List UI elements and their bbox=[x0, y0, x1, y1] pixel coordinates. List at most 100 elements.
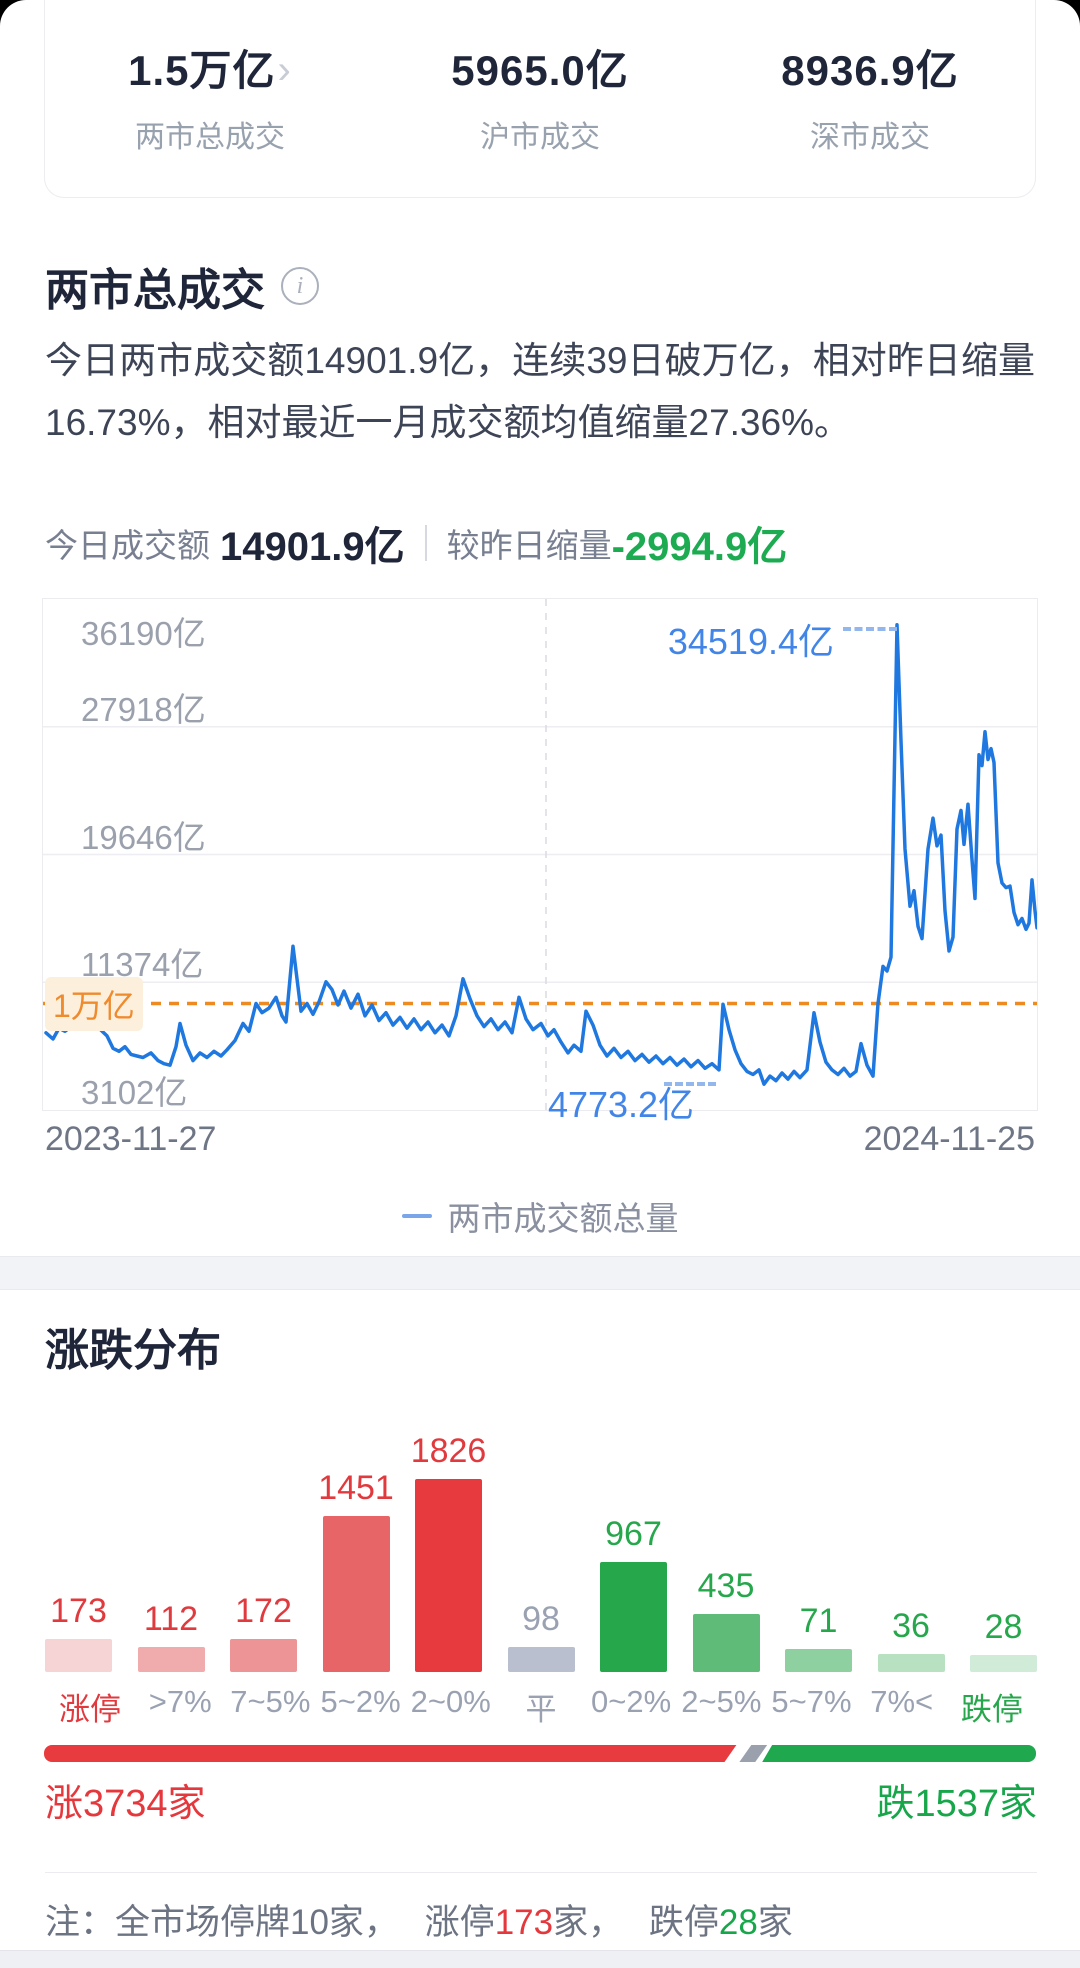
min-annotation: 4773.2亿 bbox=[547, 1084, 695, 1126]
distribution-bar-column[interactable]: 71 bbox=[785, 1602, 852, 1672]
chevron-right-icon: › bbox=[277, 47, 292, 92]
y-tick-label: 19646亿 bbox=[81, 818, 206, 856]
section-header: 两市总成交 i bbox=[45, 254, 319, 318]
up-down-ratio-bar bbox=[44, 1745, 1036, 1762]
category-label: 2~5% bbox=[681, 1684, 762, 1719]
bar bbox=[45, 1639, 112, 1672]
bar bbox=[137, 1647, 205, 1672]
stat-sz-turnover: 8936.9亿 深市成交 bbox=[705, 37, 1035, 156]
stat-sz-value: 8936.9亿 bbox=[781, 46, 959, 94]
y-tick-label: 3102亿 bbox=[81, 1074, 188, 1111]
distribution-bar-column[interactable]: 967 bbox=[600, 1515, 667, 1672]
bar-value-label: 112 bbox=[143, 1600, 199, 1638]
footnote-seg2: 涨停 bbox=[424, 1903, 495, 1942]
bar bbox=[507, 1647, 575, 1672]
category-label: 2~0% bbox=[410, 1684, 491, 1719]
bar-value-label: 36 bbox=[892, 1607, 930, 1645]
bar bbox=[415, 1479, 482, 1672]
today-turnover-value: 14901.9亿 bbox=[220, 525, 405, 569]
bar bbox=[785, 1649, 852, 1672]
footnote-seg1: 注：全市场停牌10家， bbox=[45, 1903, 399, 1942]
y-tick-label: 27918亿 bbox=[81, 690, 206, 728]
x-label-end: 2024-11-25 bbox=[863, 1120, 1035, 1158]
min-annotation-dash bbox=[664, 1082, 716, 1087]
category-label: 7%< bbox=[870, 1684, 934, 1719]
today-turnover-label: 今日成交额 bbox=[45, 527, 210, 564]
distribution-bar-column[interactable]: 172 bbox=[230, 1592, 297, 1672]
section-title: 两市总成交 bbox=[45, 266, 265, 315]
ratio-up-segment bbox=[44, 1745, 737, 1762]
max-annotation-dash bbox=[843, 626, 897, 631]
category-label: 0~2% bbox=[591, 1684, 672, 1719]
y-tick-label: 36190亿 bbox=[81, 615, 206, 652]
distribution-bar-column[interactable]: 112 bbox=[137, 1600, 205, 1672]
category-label: 5~7% bbox=[771, 1684, 852, 1719]
turnover-line-chart[interactable]: 36190亿 27918亿 19646亿 11374亿 3102亿 1万亿 34519.… bbox=[42, 598, 1038, 1125]
up-count: 涨3734家 bbox=[45, 1783, 206, 1825]
footnote: 注：全市场停牌10家， 涨停173家， 跌停28家 bbox=[45, 1894, 793, 1945]
info-icon[interactable]: i bbox=[281, 267, 319, 305]
bar-value-label: 1451 bbox=[318, 1469, 394, 1507]
bar bbox=[692, 1614, 760, 1672]
bar-value-label: 435 bbox=[697, 1567, 755, 1605]
distribution-bar-column[interactable]: 173 bbox=[45, 1592, 112, 1672]
bar bbox=[970, 1655, 1037, 1672]
bar-value-label: 98 bbox=[522, 1600, 560, 1638]
x-axis-labels: 2023-11-27 2024-11-25 bbox=[45, 1120, 1035, 1159]
stat-total-value: 1.5万亿› bbox=[128, 46, 292, 94]
legend-line-icon bbox=[401, 1214, 432, 1218]
market-stats-card: 1.5万亿› 两市总成交 5965.0亿 沪市成交 8936.9亿 深市成交 bbox=[44, 0, 1036, 198]
note-divider bbox=[45, 1872, 1037, 1873]
distribution-bar-column[interactable]: 98 bbox=[507, 1600, 575, 1672]
distribution-bar-column[interactable]: 1451 bbox=[318, 1469, 394, 1672]
y-tick-label: 11374亿 bbox=[81, 946, 204, 984]
change-label: 较昨日缩量 bbox=[446, 527, 612, 564]
footnote-seg3: 家， bbox=[553, 1903, 624, 1942]
distribution-categories: 涨停 >7% 7~5% 5~2% 2~0% 平 0~2% 2~5% 5~7% 7%< 跌停 bbox=[45, 1684, 1037, 1729]
bar bbox=[600, 1562, 667, 1672]
stat-sh-turnover: 5965.0亿 沪市成交 bbox=[375, 37, 705, 156]
bar-value-label: 172 bbox=[235, 1592, 292, 1630]
bar-value-label: 71 bbox=[799, 1602, 838, 1640]
distribution-bar-column[interactable]: 36 bbox=[877, 1607, 945, 1672]
footnote-limit-up: 173 bbox=[494, 1903, 554, 1942]
distribution-bar-column[interactable]: 28 bbox=[970, 1608, 1037, 1672]
turnover-description: 今日两市成交额14901.9亿，连续39日破万亿，相对昨日缩量16.73%，相对… bbox=[45, 340, 1035, 443]
category-label: 平 bbox=[525, 1692, 557, 1727]
stat-sh-label: 沪市成交 bbox=[480, 120, 600, 154]
stat-sz-label: 深市成交 bbox=[810, 120, 930, 154]
category-label: >7% bbox=[148, 1684, 212, 1719]
category-label: 5~2% bbox=[320, 1684, 401, 1719]
max-annotation: 34519.4亿 bbox=[667, 620, 834, 662]
category-label: 7~5% bbox=[230, 1684, 311, 1719]
chart-legend[interactable]: 两市成交额总量 bbox=[0, 1192, 1080, 1240]
distribution-title: 涨跌分布 bbox=[45, 1326, 221, 1375]
bar bbox=[877, 1654, 945, 1672]
summary-row: 今日成交额 14901.9亿 较昨日缩量 -2994.9亿 bbox=[45, 520, 787, 569]
distribution-bar-chart[interactable]: 173 112 172 1451 1826 98 967 435 71 36 28 bbox=[45, 1432, 1037, 1672]
footnote-seg4: 跌停 bbox=[648, 1903, 719, 1942]
bar-value-label: 173 bbox=[50, 1592, 107, 1630]
bottom-band bbox=[0, 1950, 1080, 1968]
ratio-down-segment bbox=[762, 1745, 1036, 1762]
distribution-bar-column[interactable]: 435 bbox=[692, 1567, 760, 1672]
category-label: 涨停 bbox=[59, 1692, 121, 1727]
category-label: 跌停 bbox=[960, 1692, 1023, 1727]
threshold-label: 1万亿 bbox=[45, 977, 143, 1032]
distribution-bar-column[interactable]: 1826 bbox=[411, 1432, 486, 1672]
stat-total-turnover[interactable]: 1.5万亿› 两市总成交 bbox=[45, 37, 375, 156]
down-count: 跌1537家 bbox=[876, 1783, 1037, 1825]
bar-value-label: 1826 bbox=[410, 1432, 487, 1470]
bar-value-label: 967 bbox=[605, 1515, 662, 1553]
bar-value-label: 28 bbox=[984, 1608, 1023, 1646]
stat-sh-value: 5965.0亿 bbox=[451, 46, 629, 94]
footnote-limit-down: 28 bbox=[718, 1903, 758, 1942]
change-value: -2994.9亿 bbox=[611, 525, 788, 569]
up-down-counts: 涨3734家 跌1537家 bbox=[45, 1772, 1037, 1827]
summary-divider bbox=[424, 525, 427, 561]
footnote-seg5: 家 bbox=[757, 1903, 793, 1942]
x-label-start: 2023-11-27 bbox=[45, 1120, 217, 1158]
line-chart-canvas bbox=[43, 599, 1037, 1110]
bar bbox=[322, 1516, 390, 1672]
